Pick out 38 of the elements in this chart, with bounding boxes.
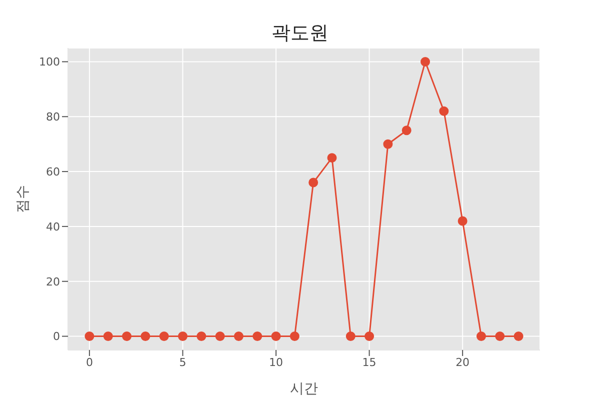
point xyxy=(346,332,356,342)
point xyxy=(476,332,486,342)
y-tick-label: 20 xyxy=(46,275,60,288)
x-axis-title: 시간 xyxy=(290,381,318,397)
y-tick-label: 100 xyxy=(39,56,60,69)
point xyxy=(196,332,206,342)
y-tick-label: 80 xyxy=(46,110,60,124)
point xyxy=(84,332,94,342)
y-tick-label: 40 xyxy=(46,220,60,234)
x-tick-label: 5 xyxy=(179,356,186,369)
point xyxy=(439,106,449,116)
point xyxy=(159,332,169,342)
x-tick-label: 0 xyxy=(86,356,93,369)
point xyxy=(420,56,430,66)
chart-title: 곽도원 xyxy=(270,21,330,46)
point xyxy=(290,332,300,342)
x-tick-label: 10 xyxy=(269,356,284,369)
point xyxy=(458,216,468,226)
x-tick-label: 15 xyxy=(362,356,376,369)
point xyxy=(215,332,225,342)
point xyxy=(234,332,244,342)
point xyxy=(178,332,188,342)
point xyxy=(252,332,262,342)
point xyxy=(495,332,505,342)
x-tick-label: 20 xyxy=(456,356,470,369)
point xyxy=(514,332,524,342)
point xyxy=(327,153,337,163)
point xyxy=(383,139,393,149)
point xyxy=(402,126,412,136)
point xyxy=(271,332,281,342)
point xyxy=(122,332,132,342)
y-axis-title: 점수 xyxy=(14,185,31,213)
y-tick-label: 60 xyxy=(46,165,60,178)
point xyxy=(103,332,113,342)
point xyxy=(140,332,150,342)
point xyxy=(308,178,318,188)
point xyxy=(364,332,374,342)
y-tick-label: 0 xyxy=(53,330,60,344)
